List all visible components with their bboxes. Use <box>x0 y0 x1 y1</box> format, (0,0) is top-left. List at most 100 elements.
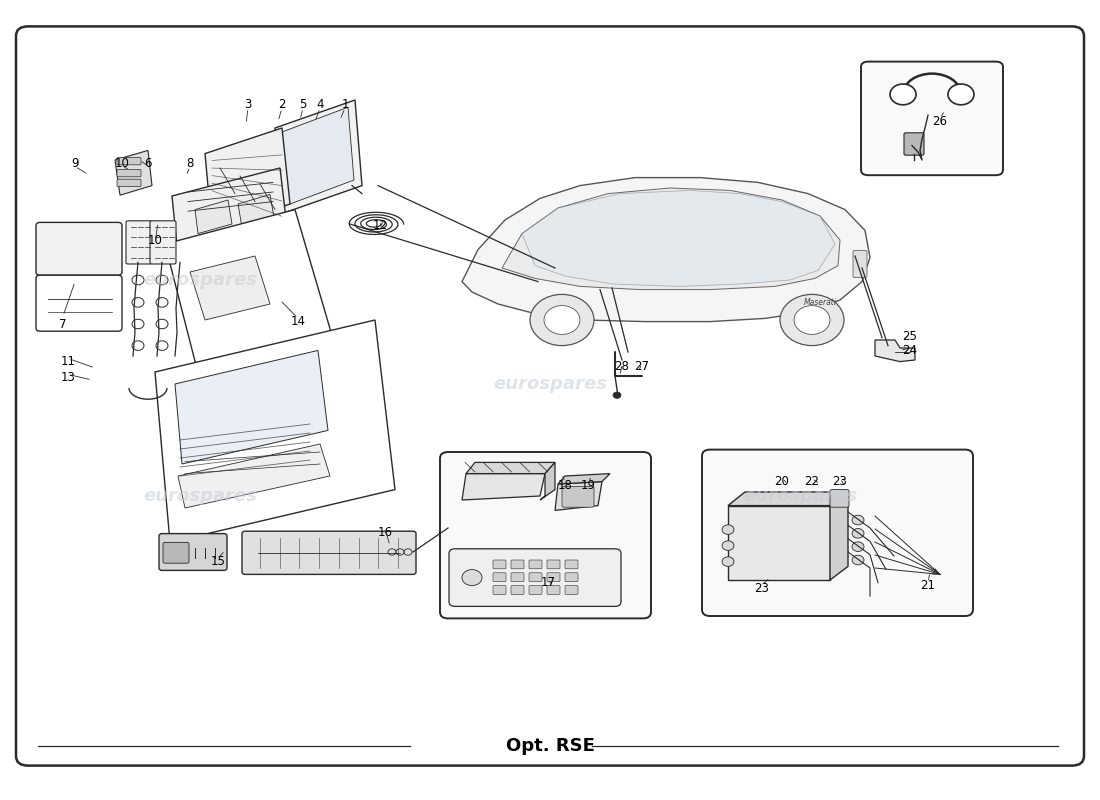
Polygon shape <box>178 444 330 508</box>
Circle shape <box>852 542 864 551</box>
Text: 13: 13 <box>60 371 76 384</box>
FancyBboxPatch shape <box>852 250 867 278</box>
FancyBboxPatch shape <box>830 490 849 507</box>
Text: 6: 6 <box>144 157 152 170</box>
Text: 27: 27 <box>635 360 649 373</box>
Text: eurospares: eurospares <box>143 487 257 505</box>
Polygon shape <box>116 150 152 195</box>
FancyBboxPatch shape <box>126 221 152 264</box>
FancyBboxPatch shape <box>449 549 621 606</box>
FancyBboxPatch shape <box>547 573 560 582</box>
FancyBboxPatch shape <box>163 542 189 563</box>
Circle shape <box>890 84 916 105</box>
Text: 10: 10 <box>114 157 130 170</box>
Polygon shape <box>830 492 848 580</box>
Text: 1: 1 <box>341 98 349 110</box>
Text: 15: 15 <box>210 555 225 568</box>
FancyBboxPatch shape <box>493 586 506 594</box>
Text: 23: 23 <box>833 475 847 488</box>
Text: 26: 26 <box>933 115 947 128</box>
FancyBboxPatch shape <box>160 534 227 570</box>
Text: 3: 3 <box>244 98 252 110</box>
Circle shape <box>852 515 864 525</box>
FancyBboxPatch shape <box>565 573 578 582</box>
Polygon shape <box>874 340 915 362</box>
FancyBboxPatch shape <box>529 560 542 569</box>
Text: 22: 22 <box>804 475 820 488</box>
Circle shape <box>722 525 734 534</box>
Polygon shape <box>175 350 328 464</box>
Text: 19: 19 <box>581 479 595 492</box>
Text: 11: 11 <box>60 355 76 368</box>
Polygon shape <box>165 210 336 381</box>
FancyBboxPatch shape <box>36 222 122 275</box>
Circle shape <box>852 529 864 538</box>
Text: eurospares: eurospares <box>143 271 257 289</box>
FancyBboxPatch shape <box>36 275 122 331</box>
FancyBboxPatch shape <box>242 531 416 574</box>
FancyBboxPatch shape <box>117 158 141 165</box>
Polygon shape <box>556 482 602 510</box>
Circle shape <box>780 294 844 346</box>
FancyBboxPatch shape <box>117 179 141 186</box>
Circle shape <box>852 555 864 565</box>
Polygon shape <box>466 462 556 474</box>
Polygon shape <box>728 492 848 506</box>
Text: 23: 23 <box>755 582 769 594</box>
Polygon shape <box>540 462 556 500</box>
FancyBboxPatch shape <box>702 450 974 616</box>
Polygon shape <box>462 178 870 322</box>
FancyBboxPatch shape <box>512 560 524 569</box>
Polygon shape <box>190 256 270 320</box>
Text: Opt. RSE: Opt. RSE <box>506 737 594 754</box>
Circle shape <box>530 294 594 346</box>
Text: Maserati: Maserati <box>804 298 836 307</box>
Polygon shape <box>728 506 830 580</box>
FancyBboxPatch shape <box>440 452 651 618</box>
FancyBboxPatch shape <box>904 133 924 155</box>
FancyBboxPatch shape <box>861 62 1003 175</box>
Circle shape <box>544 306 580 334</box>
Text: 9: 9 <box>72 157 79 170</box>
FancyBboxPatch shape <box>512 573 524 582</box>
Text: 5: 5 <box>299 98 307 110</box>
FancyBboxPatch shape <box>150 221 176 264</box>
FancyBboxPatch shape <box>529 586 542 594</box>
FancyBboxPatch shape <box>547 586 560 594</box>
Circle shape <box>722 557 734 566</box>
FancyBboxPatch shape <box>529 573 542 582</box>
Text: 25: 25 <box>903 330 917 342</box>
Polygon shape <box>502 188 840 290</box>
Text: 10: 10 <box>147 234 163 246</box>
FancyBboxPatch shape <box>117 170 141 177</box>
Polygon shape <box>155 320 395 542</box>
Text: 12: 12 <box>373 219 387 232</box>
Polygon shape <box>282 107 354 205</box>
FancyBboxPatch shape <box>562 486 594 507</box>
Text: 21: 21 <box>921 579 935 592</box>
Text: 8: 8 <box>186 157 194 170</box>
Circle shape <box>948 84 974 105</box>
Polygon shape <box>558 474 611 484</box>
Text: 18: 18 <box>558 479 572 492</box>
Text: 4: 4 <box>317 98 323 110</box>
Text: 16: 16 <box>377 526 393 538</box>
Text: 20: 20 <box>774 475 790 488</box>
Polygon shape <box>205 128 290 230</box>
FancyBboxPatch shape <box>565 586 578 594</box>
Text: 2: 2 <box>278 98 286 110</box>
FancyBboxPatch shape <box>565 560 578 569</box>
Text: 7: 7 <box>59 318 67 330</box>
Text: 28: 28 <box>615 360 629 373</box>
Circle shape <box>462 570 482 586</box>
Polygon shape <box>238 194 274 227</box>
Text: eurospares: eurospares <box>493 375 607 393</box>
FancyBboxPatch shape <box>493 560 506 569</box>
Circle shape <box>794 306 830 334</box>
Polygon shape <box>462 474 544 500</box>
Polygon shape <box>172 168 287 256</box>
Text: eurospares: eurospares <box>742 487 857 505</box>
Circle shape <box>613 392 621 398</box>
Polygon shape <box>275 100 362 214</box>
Polygon shape <box>522 190 835 286</box>
